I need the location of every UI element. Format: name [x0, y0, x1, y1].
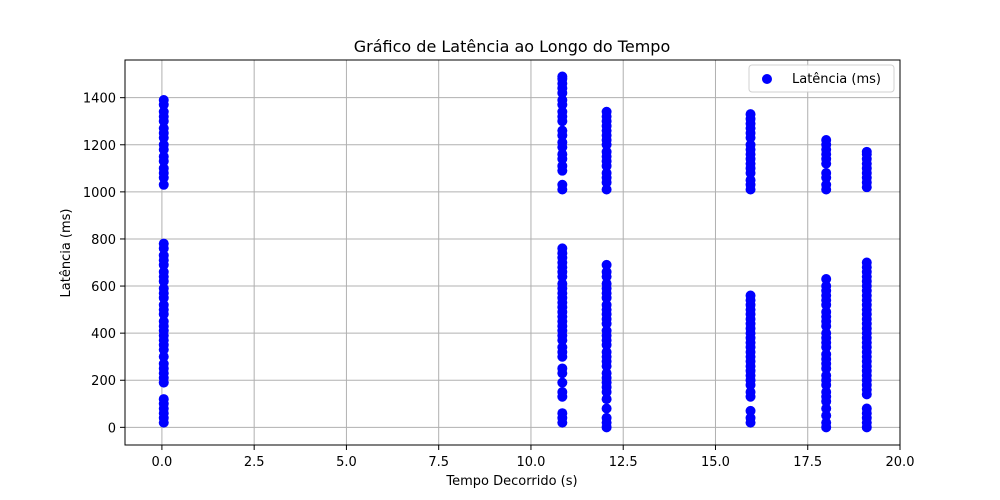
x-tick-label: 15.0 — [701, 455, 730, 470]
data-point — [601, 325, 612, 336]
chart-title: Gráfico de Latência ao Longo do Tempo — [354, 37, 670, 56]
data-point — [745, 290, 756, 301]
data-point — [557, 342, 568, 353]
data-point — [557, 95, 568, 106]
x-tick-label: 5.0 — [336, 455, 357, 470]
data-point — [601, 403, 612, 414]
data-point — [821, 328, 832, 339]
x-axis-ticks: 0.0 2.5 5.0 7.5 10.0 12.5 15.0 17.5 20.0 — [152, 445, 915, 470]
data-point — [601, 299, 612, 310]
data-point — [601, 184, 612, 195]
data-point — [557, 408, 568, 419]
data-point — [158, 250, 169, 261]
data-point — [158, 238, 169, 249]
data-point — [557, 179, 568, 190]
data-point — [158, 351, 169, 362]
data-point — [745, 387, 756, 398]
x-tick-label: 20.0 — [886, 455, 915, 470]
x-tick-label: 0.0 — [152, 455, 173, 470]
data-point — [557, 71, 568, 82]
data-point — [821, 403, 832, 414]
y-tick-label: 200 — [91, 374, 116, 389]
data-point — [821, 349, 832, 360]
data-point — [158, 299, 169, 310]
y-axis-ticks: 0 200 400 600 800 1000 1200 1400 — [83, 92, 125, 436]
x-axis-label: Tempo Decorrido (s) — [445, 474, 577, 489]
data-point — [601, 346, 612, 357]
data-point — [821, 273, 832, 284]
data-point — [158, 316, 169, 327]
y-tick-label: 1400 — [83, 92, 116, 107]
data-point — [158, 95, 169, 106]
data-point — [745, 139, 756, 150]
data-point — [601, 106, 612, 117]
data-point — [557, 243, 568, 254]
data-point — [557, 125, 568, 136]
data-point — [745, 175, 756, 186]
data-point — [821, 179, 832, 190]
data-point — [861, 257, 872, 268]
data-point — [601, 394, 612, 405]
data-point — [821, 281, 832, 292]
data-point — [745, 405, 756, 416]
data-point — [821, 387, 832, 398]
data-point — [158, 151, 169, 162]
plot-area-frame — [124, 59, 901, 446]
data-point — [158, 139, 169, 150]
data-point — [601, 368, 612, 379]
data-point — [861, 403, 872, 414]
data-point — [158, 179, 169, 190]
data-point — [557, 377, 568, 388]
data-point — [601, 168, 612, 179]
data-point — [601, 259, 612, 270]
y-tick-label: 400 — [91, 327, 116, 342]
data-point — [601, 146, 612, 157]
data-point — [861, 146, 872, 157]
y-tick-label: 600 — [91, 280, 116, 295]
x-tick-label: 12.5 — [609, 455, 638, 470]
data-point — [158, 106, 169, 117]
data-point — [821, 306, 832, 317]
x-tick-label: 2.5 — [244, 455, 265, 470]
data-point — [601, 266, 612, 277]
data-point — [601, 278, 612, 289]
data-points — [158, 71, 872, 433]
x-tick-label: 7.5 — [428, 455, 449, 470]
data-point — [557, 149, 568, 160]
data-point — [557, 137, 568, 148]
data-point — [745, 109, 756, 120]
x-tick-label: 17.5 — [793, 455, 822, 470]
data-point — [158, 123, 169, 134]
x-tick-label: 10.0 — [516, 455, 545, 470]
legend-box — [748, 64, 895, 93]
data-point — [821, 370, 832, 381]
data-point — [158, 163, 169, 174]
data-point — [821, 135, 832, 146]
y-axis-label: Latência (ms) — [59, 209, 74, 298]
data-point — [158, 266, 169, 277]
data-point — [745, 412, 756, 423]
data-point — [821, 410, 832, 421]
data-point — [557, 106, 568, 117]
data-point — [601, 412, 612, 423]
legend-label: Latência (ms) — [792, 72, 881, 87]
data-point — [557, 363, 568, 374]
y-tick-label: 0 — [108, 421, 116, 436]
data-point — [821, 417, 832, 428]
legend-marker — [762, 74, 772, 84]
y-tick-label: 1000 — [83, 186, 116, 201]
data-point — [821, 168, 832, 179]
data-point — [557, 278, 568, 289]
data-point — [158, 358, 169, 369]
legend: Latência (ms) — [748, 64, 895, 93]
data-point — [158, 394, 169, 405]
data-point — [557, 387, 568, 398]
y-tick-label: 1200 — [83, 139, 116, 154]
data-point — [557, 160, 568, 171]
y-tick-label: 800 — [91, 233, 116, 248]
data-point — [158, 283, 169, 294]
